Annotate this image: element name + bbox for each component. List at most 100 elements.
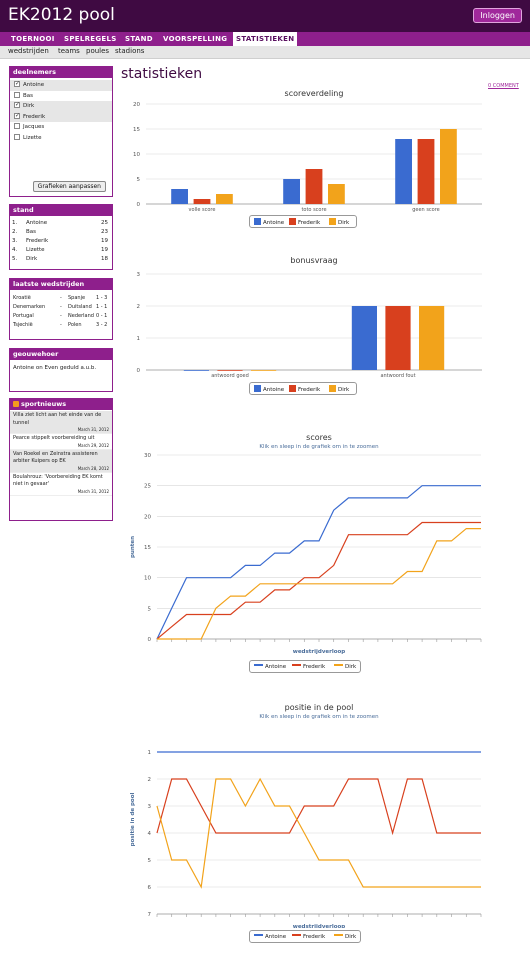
legend-item-antoine[interactable]: Antoine bbox=[254, 663, 286, 671]
legend-item-frederik[interactable]: Frederik bbox=[289, 218, 320, 227]
news-headline[interactable]: Villa ziet licht aan het einde van de tu… bbox=[13, 412, 102, 426]
stand-pos: 2. bbox=[12, 228, 18, 235]
scores-chart[interactable]: scores Klik en sleep in de grafiek om in … bbox=[120, 428, 490, 658]
quote-title: geouwehoer bbox=[10, 349, 112, 360]
news-headline[interactable]: Boulahrouz: 'Voorbereiding EK komt niet … bbox=[13, 473, 103, 488]
legend-item-frederik[interactable]: Frederik bbox=[292, 933, 325, 941]
checkbox-bas[interactable] bbox=[14, 91, 20, 98]
stand-points: 19 bbox=[101, 237, 108, 244]
legend-label: Antoine bbox=[263, 220, 285, 226]
rss-icon bbox=[13, 401, 19, 407]
news-box: sportnieuws Villa ziet licht aan het ein… bbox=[9, 398, 113, 521]
nav-statistieken[interactable]: STATISTIEKEN bbox=[233, 32, 298, 46]
legend-label: Dirk bbox=[345, 664, 357, 670]
player-row-jacques[interactable]: Jacques bbox=[10, 122, 112, 133]
bar bbox=[251, 370, 277, 371]
legend-item-dirk[interactable]: Dirk bbox=[334, 933, 356, 941]
bar bbox=[385, 306, 411, 370]
player-row-lizette[interactable]: Lizette bbox=[10, 133, 112, 144]
nav-toernooi[interactable]: TOERNOOI bbox=[11, 35, 55, 43]
player-row-frederik[interactable]: Frederik bbox=[10, 111, 112, 122]
grafieken-aanpassen-button[interactable]: Grafieken aanpassen bbox=[32, 181, 106, 192]
news-headline[interactable]: Van Roekel en Zeinstra assisteren arbite… bbox=[13, 450, 98, 465]
series-line bbox=[156, 778, 481, 836]
main-nav: TOERNOOI SPELREGELS STAND VOORSPELLING S… bbox=[0, 32, 530, 46]
bar bbox=[283, 179, 300, 204]
checkbox-antoine[interactable] bbox=[14, 79, 20, 90]
nav-voorspelling[interactable]: VOORSPELLING bbox=[163, 35, 228, 43]
match-sep: - bbox=[60, 322, 62, 328]
scoreverdeling-chart[interactable]: scoreverdeling 0 5 10 15 20 volle score toto sc… bbox=[120, 87, 490, 217]
legend-swatch bbox=[289, 385, 296, 392]
legend-item-dirk[interactable]: Dirk bbox=[329, 385, 349, 394]
player-row-dirk[interactable]: Dirk bbox=[10, 100, 112, 112]
news-item[interactable]: Boulahrouz: 'Voorbereiding EK komt niet … bbox=[10, 473, 112, 496]
bonusvraag-chart[interactable]: bonusvraag 0 1 2 3 antwoord goed antwoord fout bbox=[120, 254, 490, 384]
bar bbox=[305, 169, 323, 204]
nav-stand[interactable]: STAND bbox=[125, 35, 153, 43]
checkbox-dirk[interactable] bbox=[14, 100, 20, 111]
legend-item-frederik[interactable]: Frederik bbox=[289, 385, 320, 394]
news-item[interactable]: Pearce stippelt voorbereiding uit March 2… bbox=[10, 434, 112, 450]
match-sep: - bbox=[60, 295, 62, 301]
stand-box: stand 1. Antoine 25 2. Bas 23 3. Frederik 19 4… bbox=[9, 204, 113, 270]
stand-row: 5. Dirk 18 bbox=[10, 254, 112, 263]
y-tick-label: 2 bbox=[148, 777, 152, 783]
match-away: Duitsland bbox=[68, 304, 92, 310]
stand-pos: 3. bbox=[12, 237, 18, 244]
news-title: sportnieuws bbox=[21, 400, 67, 408]
subnav-wedstrijden[interactable]: wedstrijden bbox=[8, 47, 49, 55]
comment-link[interactable]: 0 COMMENT bbox=[488, 83, 519, 89]
legend-swatch bbox=[334, 664, 343, 666]
match-home: Denemarken bbox=[13, 304, 46, 310]
legend-item-antoine[interactable]: Antoine bbox=[254, 385, 284, 394]
y-tick-label: 3 bbox=[137, 272, 141, 278]
bar bbox=[171, 189, 188, 204]
checkbox-jacques[interactable] bbox=[14, 123, 20, 129]
news-item[interactable]: Van Roekel en Zeinstra assisteren arbite… bbox=[10, 449, 112, 473]
y-tick-label: 2 bbox=[137, 304, 141, 310]
news-item[interactable]: Villa ziet licht aan het einde van de tu… bbox=[10, 411, 112, 434]
legend-swatch bbox=[292, 934, 301, 936]
subnav-poules[interactable]: poules bbox=[86, 47, 110, 55]
legend-item-dirk[interactable]: Dirk bbox=[334, 663, 356, 671]
stand-table: 1. Antoine 25 2. Bas 23 3. Frederik 19 4. Lizet… bbox=[10, 218, 112, 263]
match-row: Kroatië - Spanje 1 - 3 bbox=[10, 294, 112, 303]
x-axis-label: wedstrijdverloop bbox=[293, 924, 346, 928]
news-headline[interactable]: Pearce stippelt voorbereiding uit bbox=[13, 435, 95, 441]
nav-spelregels[interactable]: SPELREGELS bbox=[64, 35, 117, 43]
y-tick-label: 0 bbox=[137, 202, 141, 208]
login-button[interactable]: Inloggen bbox=[473, 8, 522, 23]
y-tick-label: 30 bbox=[144, 453, 151, 459]
legend-swatch bbox=[289, 218, 296, 225]
positie-chart[interactable]: positie in de pool Klik en sleep in de gr… bbox=[120, 698, 490, 928]
checkbox-frederik[interactable] bbox=[14, 111, 20, 121]
chart-title: positie in de pool bbox=[285, 703, 354, 712]
bar bbox=[440, 129, 457, 204]
player-row-bas[interactable]: Bas bbox=[10, 91, 112, 102]
stand-row: 1. Antoine 25 bbox=[10, 218, 112, 227]
subnav-teams[interactable]: teams bbox=[58, 47, 80, 55]
match-row: Portugal - Nederland 0 - 1 bbox=[10, 312, 112, 321]
player-name: Lizette bbox=[23, 134, 42, 141]
scoreverdeling-legend: Antoine Frederik Dirk bbox=[249, 215, 357, 228]
quote-text: Antoine on Even geduld a.u.b. bbox=[13, 365, 97, 371]
y-tick-label: 3 bbox=[148, 804, 152, 810]
x-tick-label: antwoord fout bbox=[380, 373, 415, 379]
y-tick-label: 10 bbox=[144, 576, 151, 582]
y-tick-label: 0 bbox=[137, 368, 141, 374]
match-sep: - bbox=[60, 313, 62, 319]
legend-label: Frederik bbox=[303, 664, 326, 670]
checkbox-lizette[interactable] bbox=[14, 133, 20, 140]
legend-item-frederik[interactable]: Frederik bbox=[292, 663, 325, 671]
legend-item-dirk[interactable]: Dirk bbox=[329, 218, 349, 227]
legend-item-antoine[interactable]: Antoine bbox=[254, 933, 286, 941]
match-row: Tsjechië - Polen 3 - 2 bbox=[10, 321, 112, 330]
subnav-stadions[interactable]: stadions bbox=[115, 47, 145, 55]
player-row-antoine[interactable]: Antoine bbox=[10, 79, 112, 91]
x-axis-label: wedstrijdverloop bbox=[293, 649, 346, 655]
y-tick-label: 5 bbox=[148, 606, 152, 612]
legend-swatch bbox=[254, 934, 263, 936]
y-tick-label: 0 bbox=[148, 637, 152, 643]
legend-item-antoine[interactable]: Antoine bbox=[254, 218, 284, 227]
